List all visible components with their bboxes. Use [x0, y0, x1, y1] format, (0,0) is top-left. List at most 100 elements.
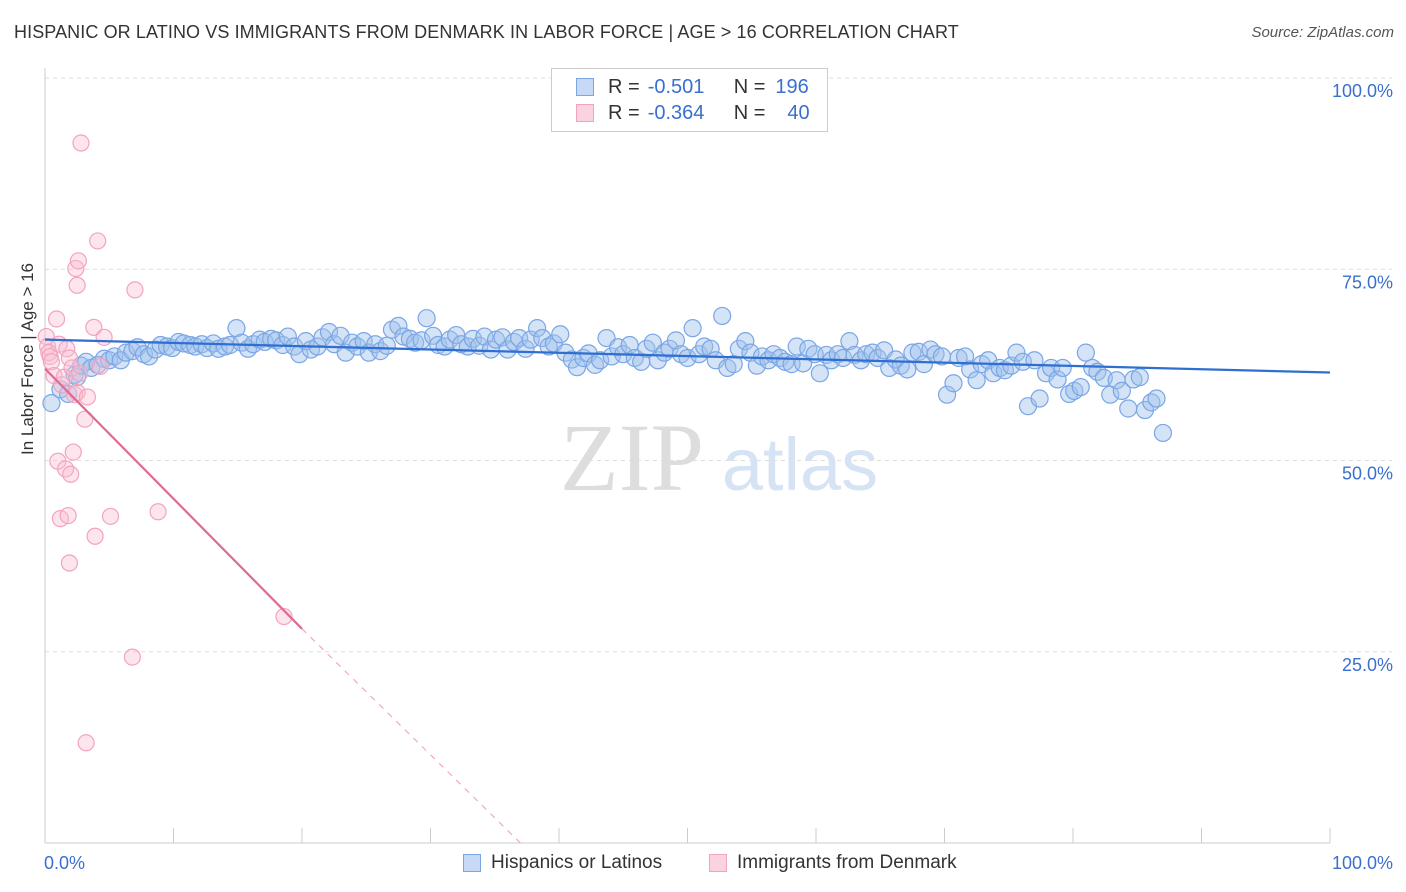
data-point-hispanics — [440, 330, 459, 349]
x-tick-label: 100.0% — [1332, 853, 1393, 873]
data-point-hispanics — [1007, 343, 1026, 362]
data-point-hispanics — [967, 371, 986, 390]
data-point-denmark — [91, 357, 109, 376]
trend-line-denmark — [44, 367, 303, 630]
data-point-hispanics — [551, 325, 570, 344]
data-point-hispanics — [840, 332, 859, 351]
legend-r-value: -0.364 — [647, 101, 705, 124]
data-point-hispanics — [42, 394, 61, 413]
data-point-hispanics — [944, 374, 963, 393]
legend-n-value: 40 — [787, 101, 810, 124]
data-point-denmark — [68, 276, 86, 294]
y-tick-label: 25.0% — [1342, 655, 1393, 675]
data-point-hispanics — [354, 332, 373, 351]
legend-r-label: R = — [608, 101, 640, 124]
data-point-denmark — [62, 465, 80, 483]
y-tick-label: 100.0% — [1332, 81, 1393, 101]
data-point-denmark — [86, 527, 104, 545]
bottom-legend-label: Immigrants from Denmark — [737, 852, 957, 873]
data-point-denmark — [101, 507, 120, 525]
data-point-hispanics — [521, 330, 540, 349]
data-point-hispanics — [937, 385, 957, 404]
legend-n-value: 196 — [775, 75, 809, 98]
data-point-hispanics — [736, 332, 755, 351]
data-point-denmark — [69, 252, 88, 270]
data-point-denmark — [60, 349, 79, 367]
data-point-hispanics — [857, 345, 876, 364]
legend-row-hispanics: R = -0.501 N = 196 — [576, 75, 809, 99]
data-point-hispanics — [389, 316, 408, 335]
source-label: Source: ZipAtlas.com — [1251, 24, 1394, 41]
legend-n-label: N = — [733, 75, 766, 98]
legend-n-label: N = — [733, 101, 766, 124]
y-tick-label: 75.0% — [1342, 272, 1393, 292]
data-point-denmark — [60, 554, 79, 572]
data-point-denmark — [47, 310, 66, 328]
data-point-hispanics — [678, 348, 697, 368]
data-point-hispanics — [539, 337, 558, 356]
x-tick-label: 0.0% — [44, 853, 85, 873]
data-point-denmark — [89, 232, 107, 250]
data-point-denmark — [275, 607, 293, 626]
data-point-denmark — [78, 388, 97, 406]
data-point-hispanics — [463, 329, 483, 348]
data-point-denmark — [85, 318, 103, 336]
watermark-atlas: atlas — [722, 423, 878, 506]
data-point-denmark — [123, 648, 141, 666]
data-point-hispanics — [1112, 381, 1131, 400]
bottom-legend-denmark: Immigrants from Denmark — [709, 852, 957, 874]
correlation-legend: R = -0.501 N = 196 R = -0.364 N = 40 — [551, 68, 828, 132]
data-point-hispanics — [591, 351, 610, 370]
legend-swatch-pink — [576, 104, 594, 122]
data-point-hispanics — [417, 309, 436, 328]
data-point-hispanics — [510, 329, 529, 348]
data-point-hispanics — [1071, 377, 1090, 397]
data-point-hispanics — [139, 347, 159, 366]
data-point-hispanics — [833, 348, 853, 368]
data-point-denmark — [126, 281, 144, 299]
data-point-denmark — [59, 506, 77, 525]
series-denmark-points — [37, 134, 293, 752]
data-point-hispanics — [331, 326, 350, 345]
data-point-hispanics — [961, 360, 980, 379]
data-point-hispanics — [1053, 358, 1072, 378]
data-point-hispanics — [1013, 352, 1032, 371]
data-point-hispanics — [1030, 389, 1049, 408]
bottom-legend-hispanics: Hispanics or Latinos — [463, 852, 662, 874]
data-point-hispanics — [151, 335, 170, 355]
chart-title: HISPANIC OR LATINO VS IMMIGRANTS FROM DE… — [14, 22, 959, 42]
data-point-hispanics — [1119, 399, 1138, 418]
data-point-denmark — [149, 503, 167, 521]
data-point-hispanics — [713, 306, 732, 326]
legend-row-denmark: R = -0.364 N = 40 — [576, 101, 810, 125]
watermark-zip: ZIP — [560, 404, 704, 511]
trend-line-hispanics — [44, 338, 1331, 374]
axes — [44, 68, 1331, 844]
data-point-hispanics — [602, 347, 621, 366]
legend-swatch-blue — [576, 78, 594, 96]
data-point-denmark — [65, 386, 84, 404]
data-point-hispanics — [1048, 370, 1067, 389]
data-point-hispanics — [1153, 423, 1173, 443]
bottom-swatch-pink — [709, 854, 727, 872]
data-point-denmark — [64, 443, 82, 461]
trend-line-denmark-extrapolated — [301, 628, 521, 844]
data-point-hispanics — [116, 343, 136, 362]
data-point-hispanics — [567, 358, 587, 377]
data-point-hispanics — [377, 336, 396, 355]
data-point-hispanics — [787, 337, 806, 356]
data-point-hispanics — [1076, 343, 1095, 362]
data-point-hispanics — [643, 333, 662, 352]
data-point-hispanics — [1130, 368, 1149, 387]
data-point-hispanics — [528, 319, 547, 338]
data-point-hispanics — [810, 364, 829, 383]
data-point-hispanics — [666, 331, 686, 350]
data-point-denmark — [95, 328, 113, 346]
legend-r-value: -0.501 — [647, 75, 705, 98]
y-tick-label: 50.0% — [1342, 464, 1393, 484]
trend-lines — [44, 338, 1331, 844]
data-point-hispanics — [1060, 384, 1079, 404]
data-point-denmark — [71, 364, 89, 382]
data-point-hispanics — [1147, 389, 1166, 408]
tick-labels: 25.0% 50.0% 75.0% 100.0% 0.0% 100.0% — [44, 81, 1393, 873]
